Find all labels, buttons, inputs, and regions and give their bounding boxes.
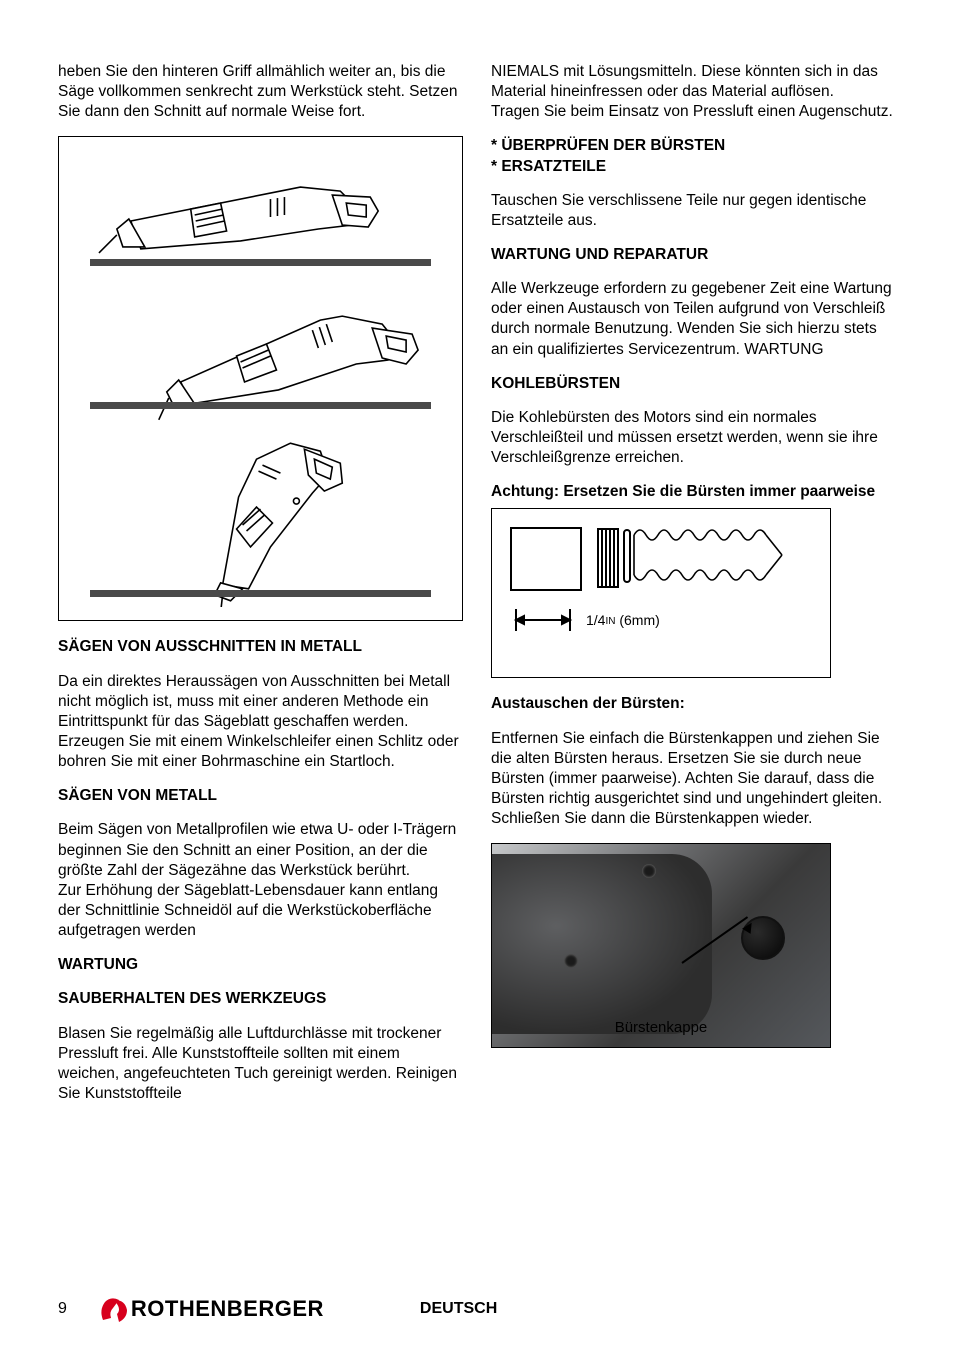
paragraph: Blasen Sie regelmäßig alle Luftdurchläss…	[58, 1024, 463, 1105]
recip-saw-icon	[71, 437, 450, 607]
heading: WARTUNG	[58, 955, 463, 975]
rothenberger-mark-icon	[99, 1296, 129, 1324]
heading: SÄGEN VON METALL	[58, 786, 463, 806]
brush-measure-label: 1/4IN (6mm)	[586, 611, 660, 629]
paragraph: Tauschen Sie verschlissene Teile nur geg…	[491, 191, 896, 231]
recip-saw-icon	[71, 151, 450, 291]
page-footer: 9 ROTHENBERGER DEUTSCH	[58, 1295, 896, 1324]
heading: * ÜBERPRÜFEN DER BÜRSTEN	[491, 136, 896, 156]
paragraph: Tragen Sie beim Einsatz von Pressluft ei…	[491, 102, 896, 122]
paragraph: Da ein direktes Heraussägen von Ausschni…	[58, 672, 463, 773]
wear-limit-rect	[510, 527, 582, 591]
paragraph: Beim Sägen von Metallprofilen wie etwa U…	[58, 820, 463, 880]
measure-value: 1/4	[586, 612, 605, 628]
heading: WARTUNG UND REPARATUR	[491, 245, 896, 265]
heading: SAUBERHALTEN DES WERKZEUGS	[58, 989, 463, 1009]
paragraph: NIEMALS mit Lösungsmitteln. Diese könnte…	[491, 62, 896, 102]
saw-sequence-diagram	[58, 136, 463, 621]
page-columns: heben Sie den hinteren Griff allmählich …	[58, 62, 896, 1118]
dimension-arrow-icon	[510, 605, 576, 635]
saw-step-3	[71, 437, 450, 607]
carbon-brush-diagram: 1/4IN (6mm)	[491, 508, 831, 678]
saw-step-2	[71, 294, 450, 434]
paragraph: heben Sie den hinteren Griff allmählich …	[58, 62, 463, 122]
left-column: heben Sie den hinteren Griff allmählich …	[58, 62, 463, 1118]
recip-saw-icon	[71, 294, 450, 434]
saw-step-1	[71, 151, 450, 291]
paragraph: Entfernen Sie einfach die Bürstenkappen …	[491, 729, 896, 830]
carbon-brush-icon	[594, 523, 794, 595]
brush-cap-photo: Bürstenkappe	[491, 843, 831, 1048]
heading: Achtung: Ersetzen Sie die Bürsten immer …	[491, 482, 896, 502]
brand-text: ROTHENBERGER	[131, 1295, 324, 1324]
paragraph: Zur Erhöhung der Sägeblatt-Lebensdauer k…	[58, 881, 463, 941]
measure-mm: (6mm)	[615, 612, 659, 628]
photo-caption: Bürstenkappe	[492, 1018, 830, 1038]
heading: * ERSATZTEILE	[491, 157, 896, 177]
heading: KOHLEBÜRSTEN	[491, 374, 896, 394]
page-number: 9	[58, 1299, 75, 1320]
heading: Austauschen der Bürsten:	[491, 694, 896, 714]
paragraph: Alle Werkzeuge erfordern zu gegebener Ze…	[491, 279, 896, 360]
measure-unit: IN	[605, 616, 615, 627]
language-label: DEUTSCH	[420, 1299, 497, 1320]
heading: SÄGEN VON AUSSCHNITTEN IN METALL	[58, 637, 463, 657]
brand-logo: ROTHENBERGER	[99, 1295, 324, 1324]
paragraph: Die Kohlebürsten des Motors sind ein nor…	[491, 408, 896, 468]
right-column: NIEMALS mit Lösungsmitteln. Diese könnte…	[491, 62, 896, 1118]
